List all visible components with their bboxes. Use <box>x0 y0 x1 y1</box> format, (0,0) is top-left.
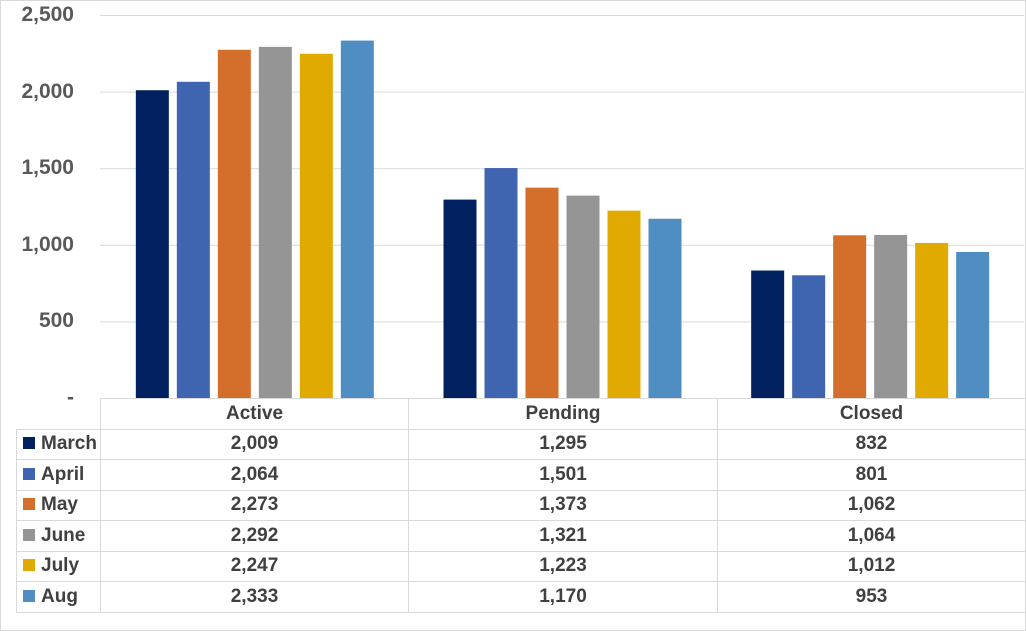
series-name: May <box>41 494 78 516</box>
y-tick-label: 500 <box>38 309 74 333</box>
y-tick-label: 1,000 <box>21 232 74 256</box>
data-cell: 832 <box>717 428 1026 460</box>
category-label: Pending <box>408 398 718 430</box>
bar-active-aug <box>340 40 374 398</box>
legend-entry: June <box>16 520 101 552</box>
data-cell: 1,501 <box>408 459 718 491</box>
data-table: Active Pending Closed March 2,009 1,295 832 Apr… <box>16 398 1026 613</box>
table-row: July 2,247 1,223 1,012 <box>16 550 1026 582</box>
data-cell: 1,295 <box>408 428 718 460</box>
legend-swatch <box>23 467 35 480</box>
y-tick-label: - <box>67 386 74 409</box>
bar-closed-june <box>874 234 908 398</box>
category-label: Active <box>100 398 409 430</box>
legend-swatch <box>23 528 35 541</box>
data-cell: 1,064 <box>717 520 1026 552</box>
data-cell: 1,012 <box>717 550 1026 582</box>
bar-active-march <box>135 90 169 399</box>
series-name: April <box>41 463 85 485</box>
category-label: Closed <box>717 398 1026 430</box>
data-cell: 2,064 <box>100 459 409 491</box>
data-cell: 801 <box>717 459 1026 491</box>
data-cell: 953 <box>717 581 1026 613</box>
bar-pending-march <box>443 199 477 398</box>
table-row: Aug 2,333 1,170 953 <box>16 581 1026 613</box>
table-row: March 2,009 1,295 832 <box>16 428 1026 460</box>
bar-active-may <box>217 49 251 399</box>
y-tick-label: 2,500 <box>21 3 74 26</box>
bar-closed-march <box>751 270 785 398</box>
legend-swatch <box>23 498 35 511</box>
bar-closed-july <box>915 242 949 398</box>
data-cell: 2,247 <box>100 550 409 582</box>
data-cell: 1,373 <box>408 489 718 521</box>
data-cell: 1,223 <box>408 550 718 582</box>
table-corner <box>16 398 101 430</box>
data-cell: 2,333 <box>100 581 409 613</box>
y-tick-label: 2,000 <box>21 79 74 103</box>
legend-swatch <box>23 559 35 572</box>
bar-closed-aug <box>956 252 990 398</box>
y-tick-label: 1,500 <box>21 156 74 180</box>
data-cell: 2,273 <box>100 489 409 521</box>
bar-active-july <box>299 53 333 398</box>
data-cell: 2,292 <box>100 520 409 552</box>
bar-pending-may <box>525 187 559 398</box>
bar-pending-april <box>484 168 518 398</box>
bar-active-april <box>176 81 210 398</box>
legend-entry: April <box>16 459 101 491</box>
legend-entry: Aug <box>16 581 101 613</box>
legend-entry: July <box>16 550 101 582</box>
table-row: June 2,292 1,321 1,064 <box>16 520 1026 552</box>
table-header-row: Active Pending Closed <box>16 398 1026 430</box>
bar-closed-may <box>833 235 867 398</box>
table-row: May 2,273 1,373 1,062 <box>16 489 1026 521</box>
bar-pending-june <box>566 195 600 398</box>
legend-entry: May <box>16 489 101 521</box>
bar-closed-april <box>792 275 826 398</box>
table-row: April 2,064 1,501 801 <box>16 459 1026 491</box>
series-name: March <box>41 433 97 455</box>
bar-pending-july <box>607 210 641 398</box>
data-cell: 1,170 <box>408 581 718 613</box>
bar-pending-aug <box>648 218 682 398</box>
legend-swatch <box>23 589 35 602</box>
series-name: Aug <box>41 585 78 607</box>
data-cell: 1,321 <box>408 520 718 552</box>
legend-swatch <box>23 437 35 450</box>
plot-area <box>100 15 1024 399</box>
series-name: June <box>41 524 86 546</box>
legend-entry: March <box>16 428 101 460</box>
series-name: July <box>41 555 80 577</box>
bar-active-june <box>258 46 292 398</box>
data-cell: 1,062 <box>717 489 1026 521</box>
data-cell: 2,009 <box>100 428 409 460</box>
